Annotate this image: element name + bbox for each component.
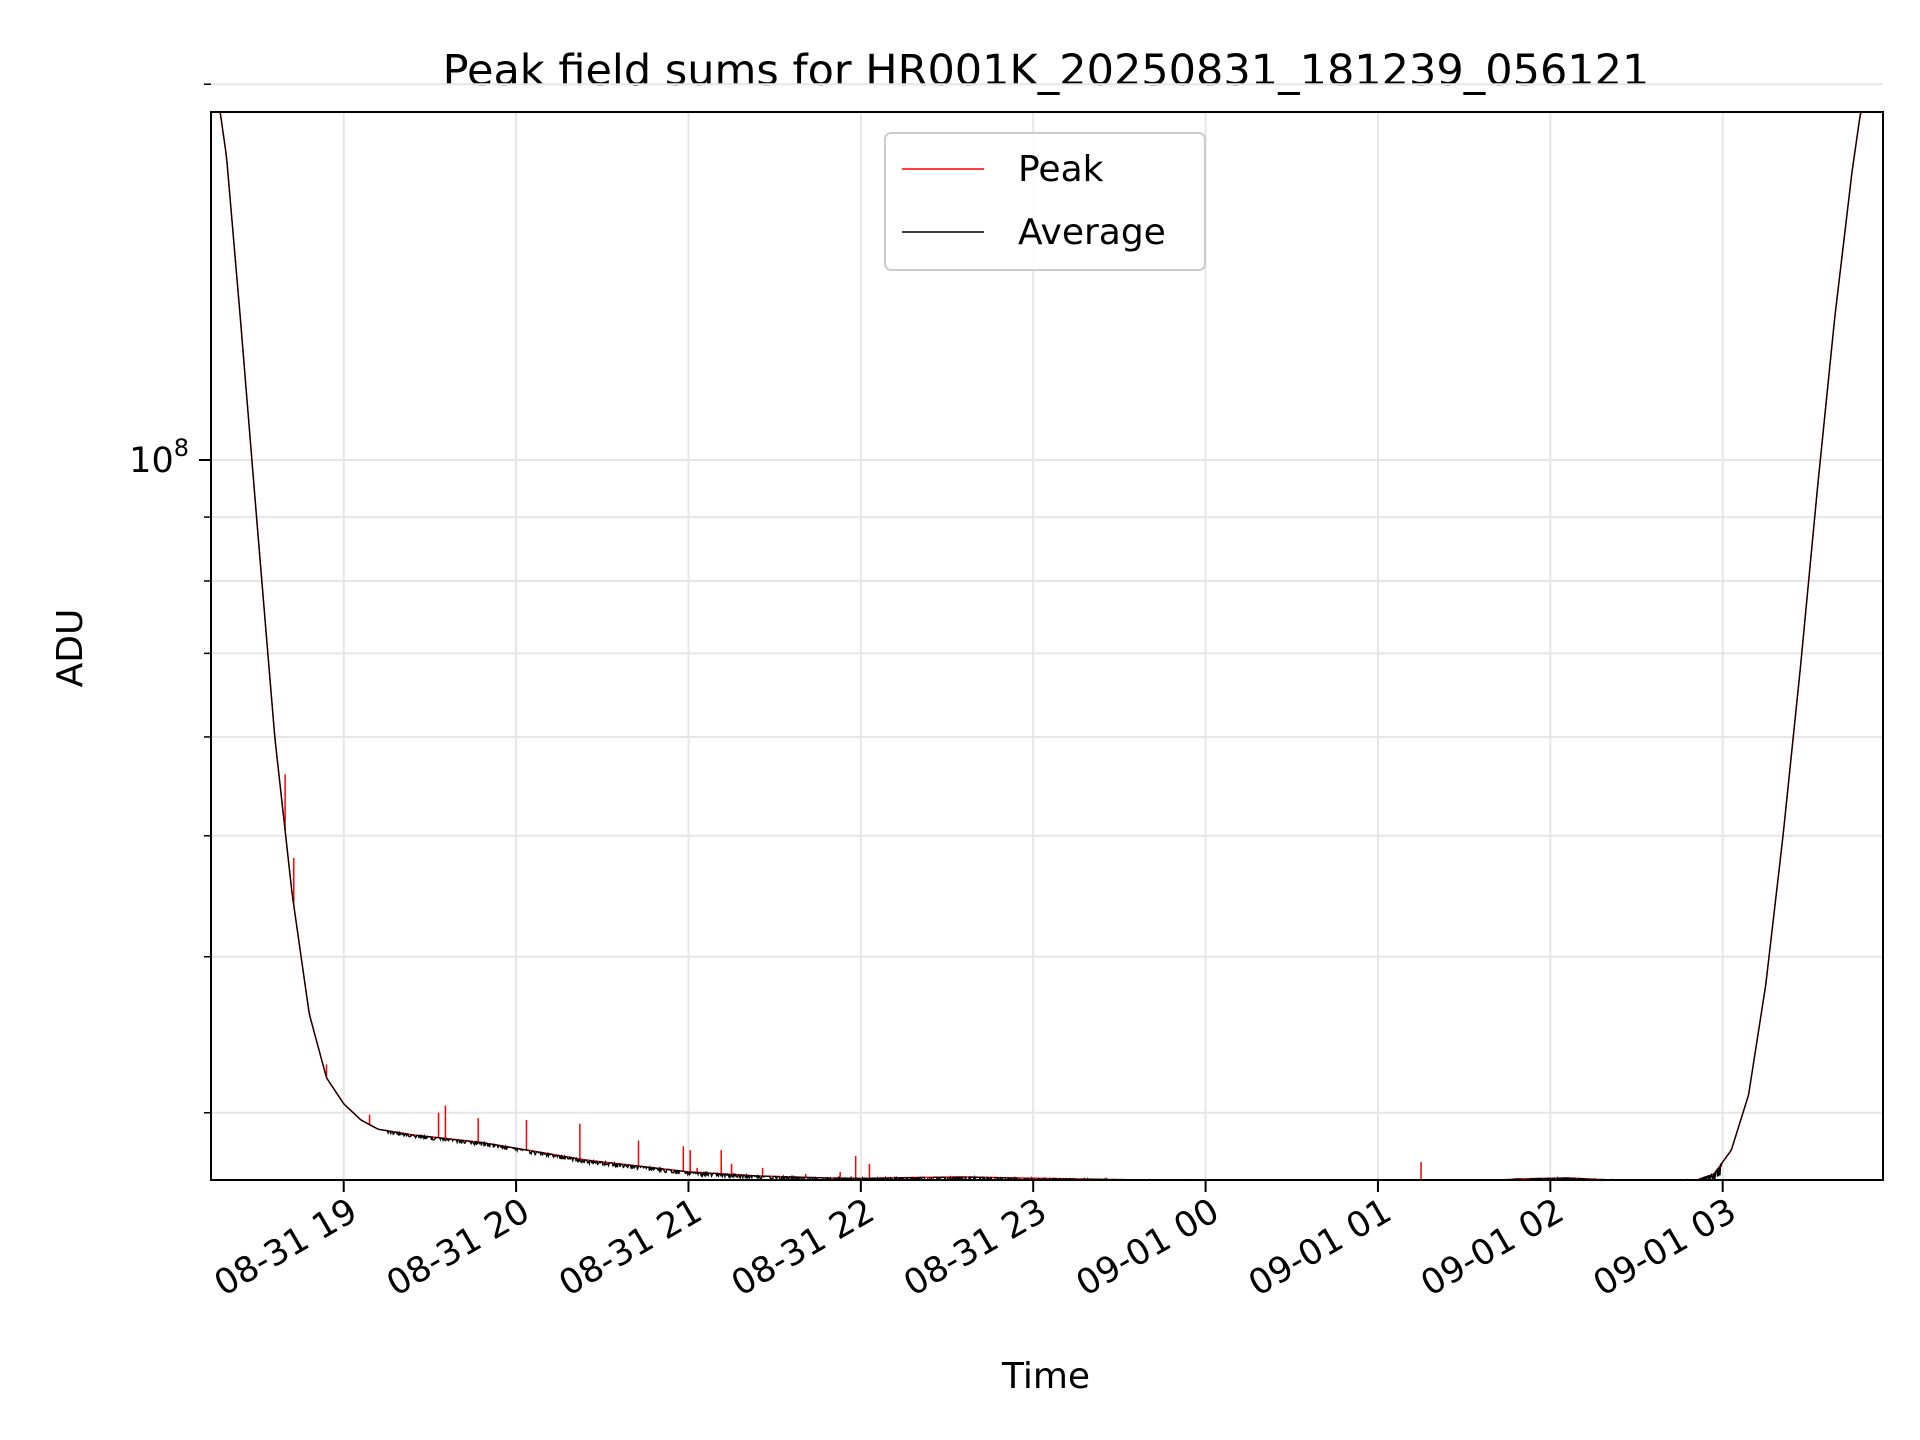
series-average-line	[219, 112, 1862, 1180]
y-tick-label-0: 108	[129, 434, 189, 481]
plot-area-frame	[210, 111, 1884, 1181]
y-axis-ticks: 108	[129, 83, 211, 1114]
grid-lines	[211, 83, 1883, 1180]
legend-box	[884, 132, 1206, 271]
legend-peak-label: Peak	[1018, 149, 1104, 190]
legend-average-label: Average	[1018, 212, 1166, 253]
legend: Peak Average	[884, 132, 1206, 271]
x-axis-label: Time	[1001, 1356, 1090, 1397]
chart-title: Peak field sums for HR001K_20250831_1812…	[443, 46, 1650, 96]
y-axis-label: ADU	[50, 609, 91, 688]
